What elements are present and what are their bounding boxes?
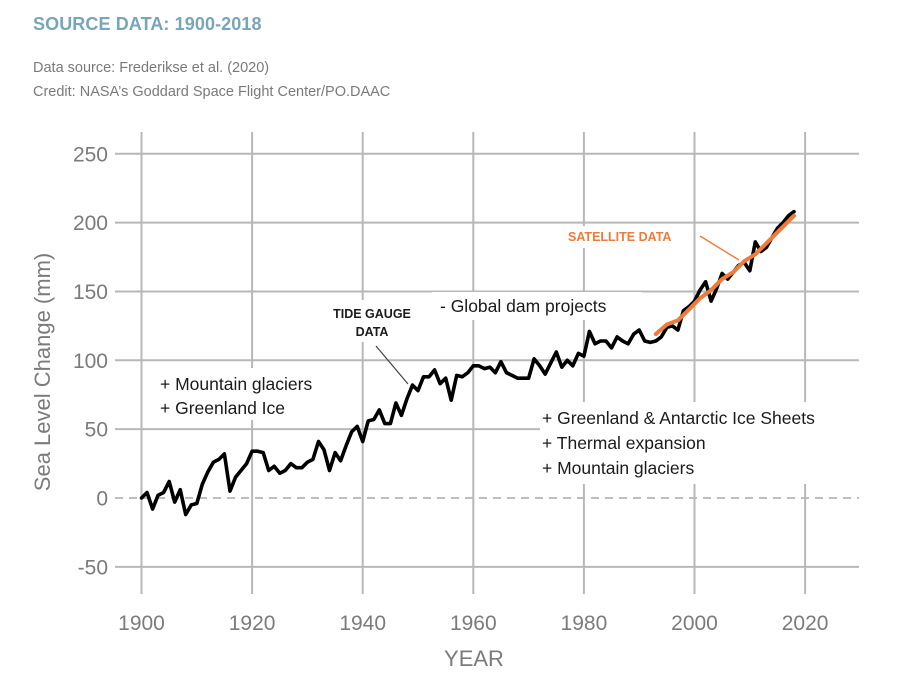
x-tick-label: 1980	[561, 612, 608, 635]
y-tick-label: 200	[73, 212, 108, 235]
tide-gauge-leader-line	[375, 345, 409, 385]
x-tick-label: 2020	[782, 612, 829, 635]
annotation-background	[150, 368, 340, 420]
figure-title: SOURCE DATA: 1900-2018	[33, 14, 262, 34]
annotation-right-contrib-1: + Greenland & Antarctic Ice Sheets	[542, 408, 815, 428]
annotation-satellite-label: SATELLITE DATA	[568, 230, 671, 244]
x-axis-label: YEAR	[444, 646, 504, 671]
y-tick-label: 50	[85, 419, 108, 442]
series	[139, 209, 796, 517]
annotation-background	[322, 300, 422, 342]
x-tick-label: 1900	[118, 612, 165, 635]
x-tick-label: 1940	[339, 612, 386, 635]
annotation-dam-projects: - Global dam projects	[440, 296, 607, 316]
grid	[115, 132, 859, 594]
annotation-left-contrib-1: + Mountain glaciers	[160, 374, 312, 394]
y-axis-label: Sea Level Change (mm)	[30, 253, 55, 491]
y-tick-label: 150	[73, 281, 108, 304]
credit-line: Credit: NASA’s Goddard Space Flight Cent…	[33, 84, 391, 100]
x-tick-label: 1960	[450, 612, 497, 635]
y-tick-label: 250	[73, 143, 108, 166]
tide-gauge-line	[139, 209, 796, 517]
y-tick-label: 100	[73, 350, 108, 373]
satellite-leader-line	[699, 235, 740, 261]
y-tick-label: -50	[78, 556, 108, 579]
data-source-line: Data source: Frederikse et al. (2020)	[33, 60, 270, 76]
y-tick-label: 0	[96, 488, 108, 511]
annotations: + Mountain glaciers + Greenland Ice TIDE…	[160, 230, 815, 478]
annotation-tide-gauge-label-2: DATA	[356, 325, 389, 339]
x-tick-label: 1920	[229, 612, 276, 635]
annotation-background	[560, 226, 690, 248]
annotation-background	[540, 402, 870, 484]
tick-labels: 250 200 150 100 50 0 -50 1900 1920 1940 1960 1980 20…	[73, 143, 829, 635]
annotation-right-contrib-2: + Thermal expansion	[542, 433, 706, 453]
leader-lines	[375, 235, 740, 385]
x-tick-label: 2000	[671, 612, 718, 635]
annotation-right-contrib-3: + Mountain glaciers	[542, 458, 694, 478]
annotation-tide-gauge-label: TIDE GAUGE	[333, 307, 411, 321]
annotation-left-contrib-2: + Greenland Ice	[160, 398, 285, 418]
satellite-line	[653, 213, 796, 337]
annotation-backgrounds	[150, 226, 870, 484]
annotation-background	[432, 292, 642, 320]
